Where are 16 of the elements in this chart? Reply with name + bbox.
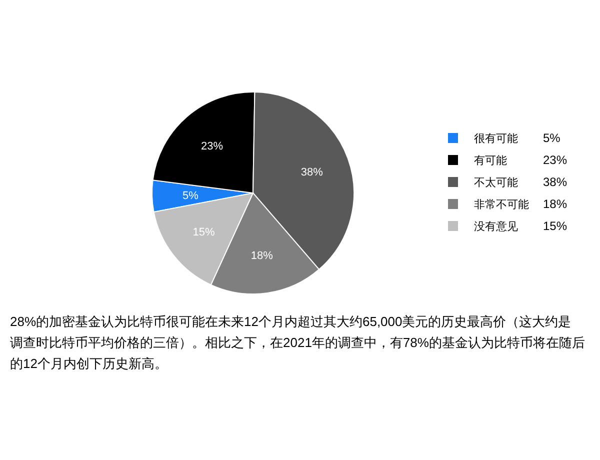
legend-label: 有可能	[474, 154, 507, 167]
legend-label: 没有意见	[474, 220, 518, 233]
data-label: 18%	[250, 250, 274, 262]
legend-label: 不太可能	[474, 176, 518, 189]
text: 38%	[543, 175, 568, 190]
legend-label: 非常不可能	[474, 198, 529, 211]
data-label: 15%	[192, 226, 215, 238]
data-label: 23%	[201, 140, 224, 152]
data-label: 5%	[182, 190, 199, 202]
text: 18%	[543, 197, 568, 212]
text: 23%	[543, 153, 568, 168]
text: 15%	[543, 219, 568, 234]
text: 28%的加密基金认为比特币很可能在未来12个月内超过其大约65,000美元的历史最高价（这大约是调查时比特币平均价格的三倍）。相比之下，在2021年的调查中，有78%的基金认为比特币将在随后的12个月内创下历史新高。	[10, 314, 585, 371]
text: 5%	[543, 131, 560, 146]
legend-label: 很有可能	[474, 132, 518, 145]
data-label: 38%	[300, 166, 324, 179]
